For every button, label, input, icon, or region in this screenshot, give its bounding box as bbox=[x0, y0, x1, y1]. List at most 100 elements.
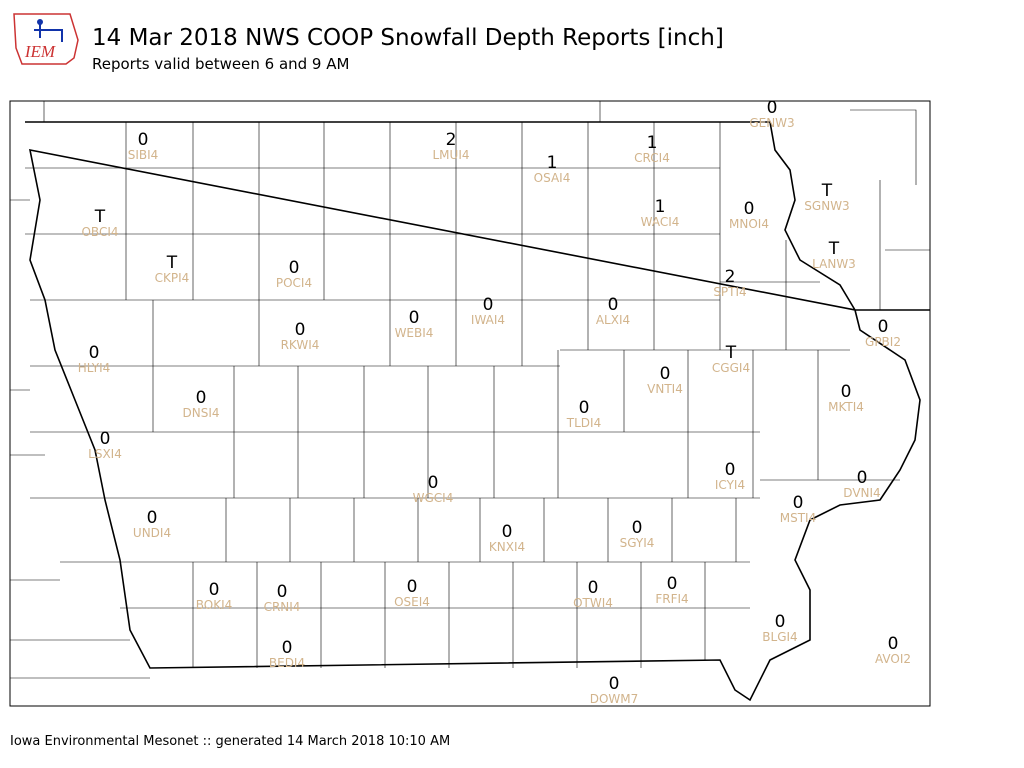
snow-depth: 0 bbox=[667, 574, 678, 594]
snow-depth: T bbox=[828, 239, 840, 259]
snow-depth: 1 bbox=[547, 153, 558, 173]
snow-depth: 0 bbox=[767, 98, 778, 118]
snow-depth: T bbox=[821, 181, 833, 201]
snow-depth: T bbox=[166, 253, 178, 273]
snow-depth: 0 bbox=[407, 577, 418, 597]
snow-depth: 0 bbox=[502, 522, 513, 542]
station-id: GPBI2 bbox=[865, 335, 901, 349]
footer: Iowa Environmental Mesonet :: generated … bbox=[10, 734, 450, 749]
station-id: FRFI4 bbox=[655, 592, 688, 606]
station-id: DVNI4 bbox=[843, 486, 880, 500]
station-id: LANW3 bbox=[812, 257, 856, 271]
snow-depth: 0 bbox=[209, 580, 220, 600]
snow-depth: 0 bbox=[775, 612, 786, 632]
county-lines bbox=[10, 101, 930, 679]
snow-depth: 0 bbox=[579, 398, 590, 418]
station-id: LMUI4 bbox=[433, 148, 470, 162]
snow-depth: 0 bbox=[295, 320, 306, 340]
snow-depth: 0 bbox=[89, 343, 100, 363]
station-id: ICYI4 bbox=[715, 478, 745, 492]
station-id: RKWI4 bbox=[281, 338, 320, 352]
snow-depth: 0 bbox=[277, 582, 288, 602]
station-id: GENW3 bbox=[749, 116, 794, 130]
station-id: CRCI4 bbox=[634, 151, 670, 165]
station-id: OSAI4 bbox=[534, 171, 571, 185]
title: 14 Mar 2018 NWS COOP Snowfall Depth Repo… bbox=[92, 25, 724, 51]
snow-depth: T bbox=[725, 343, 737, 363]
station-id: WGCI4 bbox=[413, 491, 454, 505]
logo-text: IEM bbox=[24, 42, 56, 61]
station-id: WACI4 bbox=[641, 215, 680, 229]
station-id: KNXI4 bbox=[489, 540, 525, 554]
station-id: CRNI4 bbox=[264, 600, 301, 614]
station-id: OSEI4 bbox=[394, 595, 430, 609]
snow-depth: 0 bbox=[793, 493, 804, 513]
map bbox=[9, 100, 931, 707]
snow-depth: 0 bbox=[428, 473, 439, 493]
station-id: AVOI2 bbox=[875, 652, 911, 666]
snow-depth: 0 bbox=[744, 199, 755, 219]
snow-depth: 1 bbox=[647, 133, 658, 153]
snow-depth: 0 bbox=[138, 130, 149, 150]
snow-depth: 0 bbox=[609, 674, 620, 694]
snow-depth: 0 bbox=[588, 578, 599, 598]
snow-depth: 0 bbox=[632, 518, 643, 538]
snow-depth: 0 bbox=[878, 317, 889, 337]
station-id: SGYI4 bbox=[620, 536, 655, 550]
station-id: HLYI4 bbox=[78, 361, 111, 375]
snow-depth: T bbox=[94, 207, 106, 227]
snow-depth: 0 bbox=[483, 295, 494, 315]
snow-depth: 0 bbox=[660, 364, 671, 384]
snow-depth: 0 bbox=[196, 388, 207, 408]
snow-depth: 0 bbox=[608, 295, 619, 315]
station-id: DNSI4 bbox=[182, 406, 219, 420]
snow-depth: 2 bbox=[725, 267, 736, 287]
station-id: SPTI4 bbox=[713, 285, 746, 299]
logo: IEM bbox=[13, 13, 79, 65]
station-id: MSTI4 bbox=[780, 511, 816, 525]
snow-depth: 0 bbox=[725, 460, 736, 480]
station-id: IWAI4 bbox=[471, 313, 505, 327]
station-id: SIBI4 bbox=[128, 148, 159, 162]
station-id: POCI4 bbox=[276, 276, 312, 290]
station-id: OBCI4 bbox=[81, 225, 118, 239]
state-border bbox=[25, 121, 930, 702]
snow-depth: 0 bbox=[100, 429, 111, 449]
